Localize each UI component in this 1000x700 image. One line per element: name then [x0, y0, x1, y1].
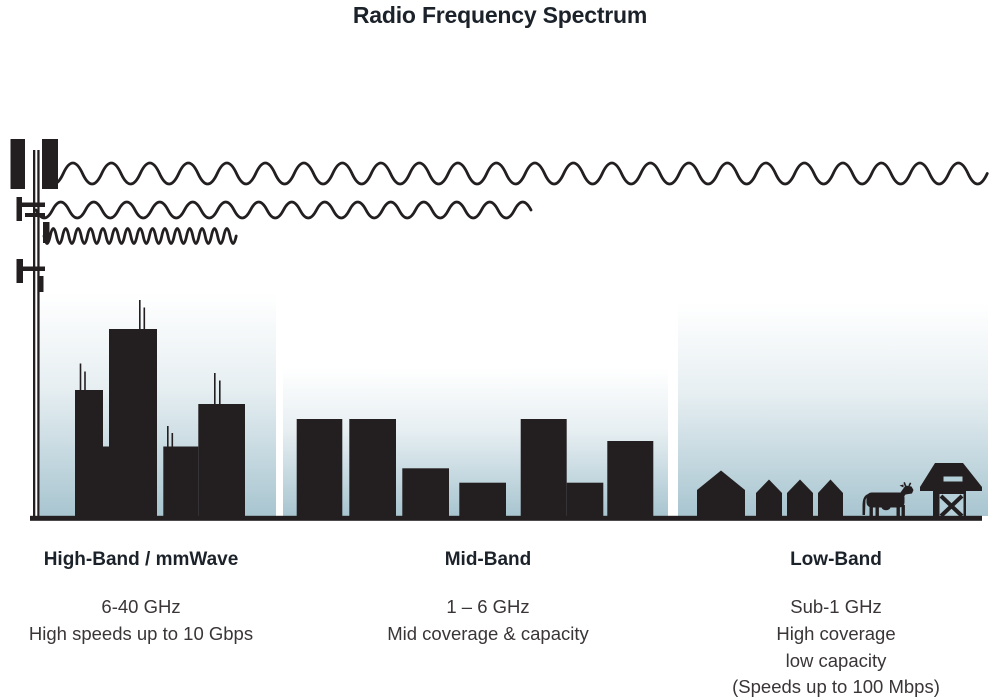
house-icon [787, 479, 813, 518]
short-wavelength-wave-icon [42, 227, 238, 245]
cow-icon [862, 482, 914, 518]
band-coverage-low: High coverage [776, 622, 896, 644]
cell-tower-icon [10, 139, 58, 516]
band-description-high: High speeds up to 10 Gbps [28, 622, 254, 644]
midrise-buildings-icon [296, 419, 654, 518]
ground-line [30, 515, 982, 521]
medium-wavelength-wave-icon [34, 200, 533, 220]
band-frequency-high: 6-40 GHz [101, 596, 181, 617]
house-icon [756, 479, 782, 518]
house-icon [818, 479, 843, 518]
spectrum-illustration [10, 139, 989, 521]
band-title-high: High-Band / mmWave [43, 549, 239, 570]
long-wavelength-wave-icon [42, 161, 989, 186]
barn-loft-window [943, 476, 963, 482]
band-frequency-low: Sub-1 GHz [790, 596, 882, 617]
band-title-low: Low-Band [790, 549, 882, 570]
band-capacity-low: low capacity [785, 649, 887, 671]
band-title-mid: Mid-Band [444, 549, 532, 570]
band-speed-low: (Speeds up to 100 Mbps) [732, 676, 940, 698]
band-label-group-mid: Mid-Band 1 – 6 GHz Mid coverage & capaci… [348, 549, 628, 648]
page-title: Radio Frequency Spectrum [352, 2, 648, 28]
band-frequency-mid: 1 – 6 GHz [446, 596, 530, 617]
houses-group [697, 470, 843, 518]
band-label-group-high: High-Band / mmWave 6-40 GHz High speeds … [0, 549, 282, 648]
house-icon [697, 470, 745, 518]
barn-door-crossbuck [939, 494, 964, 518]
barn-icon [920, 463, 982, 518]
band-description-mid: Mid coverage & capacity [387, 622, 589, 644]
city-skyline-icon [75, 300, 245, 518]
band-label-group-low: Low-Band Sub-1 GHz High coverage low cap… [696, 549, 976, 700]
